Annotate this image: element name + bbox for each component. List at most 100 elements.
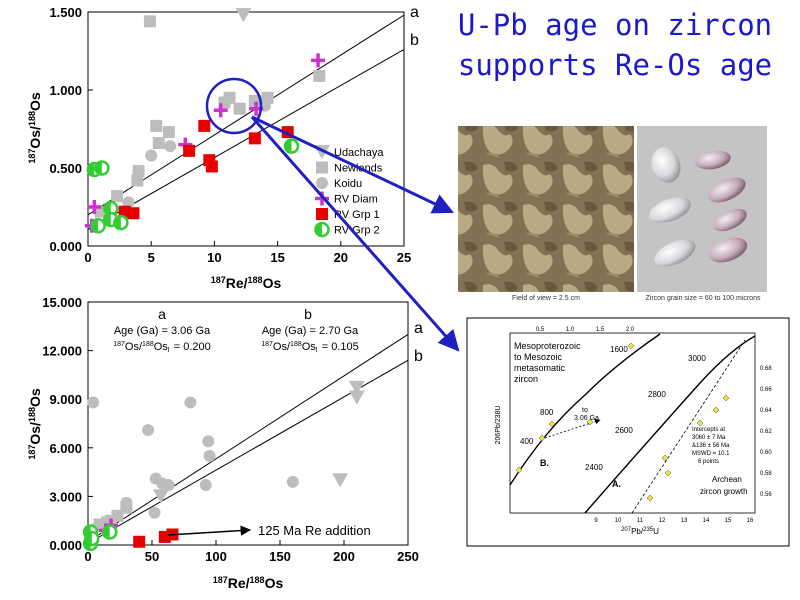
legend-label-udachaya: Udachaya [334, 147, 384, 159]
conc-right-tick: 0.60 [760, 450, 772, 456]
conc-intercept-5: 6 points [698, 459, 719, 465]
conc-age-2600: 2600 [615, 426, 633, 435]
point-koidu [202, 435, 215, 448]
legend-marker-rv-grp-2 [314, 221, 330, 238]
conc-text-1: Mesoproterozoic [514, 341, 581, 351]
y-tick-label: 1.000 [49, 83, 82, 98]
y-tick-label: 0.000 [49, 538, 82, 553]
conc-archean-1: Archean [712, 475, 742, 484]
legend-label-rv-diam: RV Diam [334, 194, 378, 206]
conc-right-tick: 0.58 [760, 471, 772, 477]
point-koidu [199, 479, 212, 492]
point-newlands [233, 102, 246, 115]
point-koidu [145, 149, 158, 162]
conc-text-2: to Mesozoic [514, 352, 563, 362]
x-tick-label: 20 [334, 250, 348, 265]
annotation-b-label: b [304, 306, 312, 322]
concordia-points [515, 342, 730, 502]
y-tick-label: 15.000 [42, 295, 82, 310]
legend-marker-newlands [316, 161, 328, 174]
conc-bottom-tick: 16 [747, 518, 754, 524]
discordia-line [631, 339, 746, 514]
conc-age-2800: 2800 [648, 390, 666, 399]
conc-bottom-tick: 14 [703, 518, 710, 524]
point-rv-diam [311, 53, 326, 68]
point-rv-grp-2-fill [95, 161, 102, 175]
x-tick-label: 50 [145, 549, 159, 564]
point-koidu [148, 506, 161, 519]
legend-label-koidu: Koidu [334, 178, 362, 190]
x-tick-label: 150 [269, 549, 291, 564]
conc-right-tick: 0.62 [760, 429, 772, 435]
annotation-a-age: Age (Ga) = 3.06 Ga [114, 325, 211, 337]
legend-marker-rv-grp-1 [316, 208, 328, 220]
conc-bottom-tick: 9 [594, 518, 598, 524]
point-rv-grp-2 [102, 524, 118, 540]
top-y-axis-label: 187Os/188Os [27, 92, 43, 164]
point-rv-grp-2-fill [285, 139, 292, 153]
thin-section-photo [458, 126, 634, 292]
point-koidu [87, 396, 100, 409]
y-tick-label: 0.500 [49, 161, 82, 176]
conc-bottom-tick: 10 [615, 518, 622, 524]
conc-bottom-tick: 12 [659, 518, 666, 524]
concordia-diagram: 0.5 1.0 1.5 2.0 9 10 11 12 13 14 15 16 0.68 0.66 0.64 0… [466, 317, 790, 547]
re-addition-note: 125 Ma Re addition [258, 523, 371, 538]
legend-label-rv-grp-1: RV Grp 1 [334, 209, 380, 221]
conc-right-tick: 0.66 [760, 387, 772, 393]
arrow-to-concordia [250, 116, 460, 352]
point-rv-grp-1 [183, 144, 196, 157]
point-udachaya [152, 489, 169, 504]
conc-age-400: 400 [520, 437, 534, 446]
point-rv-grp-1 [248, 132, 261, 145]
point-koidu [142, 423, 155, 436]
point-newlands [131, 174, 144, 187]
annotation-a-label: a [158, 306, 166, 322]
conc-age-1600: 1600 [610, 345, 628, 354]
x-tick-label: 0 [84, 549, 91, 564]
conc-top-tick: 2.0 [626, 327, 635, 333]
top-line-label-a: a [410, 4, 419, 21]
y-tick-label: 0.000 [49, 239, 82, 254]
point-rv-grp-2 [94, 160, 110, 176]
annotation-b-initial: 187Os/188OsI = 0.105 [261, 341, 359, 354]
x-tick-label: 25 [397, 250, 411, 265]
highlight-circle [205, 77, 263, 135]
point-koidu [286, 475, 299, 488]
conc-right-tick: 0.68 [760, 366, 772, 372]
point-newlands [152, 137, 165, 150]
concordia-curve-b [509, 333, 661, 486]
point-rv-diam [87, 200, 102, 214]
conc-top-tick: 1.5 [596, 327, 605, 333]
annotation-b-age: Age (Ga) = 2.70 Ga [262, 325, 359, 337]
y-tick-label: 3.000 [49, 489, 82, 504]
point-newlands [162, 126, 175, 139]
zircon-photo [637, 126, 767, 292]
point-newlands [111, 509, 124, 522]
legend-marker-rv-diam [315, 191, 329, 206]
conc-text-4: zircon [514, 374, 538, 384]
bottom-line-label-a: a [414, 320, 423, 337]
conc-bottom-tick: 15 [725, 518, 732, 524]
y-tick-label: 1.500 [49, 5, 82, 20]
top-line-label-b: b [410, 32, 419, 49]
point-rv-grp-2-fill [114, 216, 121, 230]
conc-arrow-to: to [582, 407, 588, 414]
top-x-axis-label: 187Re/188Os [211, 275, 282, 291]
point-newlands [313, 69, 326, 82]
x-tick-label: 15 [270, 250, 284, 265]
conc-age-3000: 3000 [688, 354, 706, 363]
point-koidu [120, 496, 133, 509]
point-rv-grp-2 [113, 214, 129, 231]
x-tick-label: 10 [207, 250, 221, 265]
point-newlands [111, 190, 124, 203]
bottom-line-label-b: b [414, 348, 423, 365]
conc-top-tick: 1.0 [566, 327, 575, 333]
point-udachaya [348, 380, 365, 395]
point-koidu [122, 196, 135, 209]
conc-label-a: A. [612, 479, 621, 489]
bottom-y-axis-label: 187Os/188Os [27, 388, 43, 460]
point-udachaya [348, 390, 365, 405]
point-rv-grp-2-fill [103, 525, 110, 539]
